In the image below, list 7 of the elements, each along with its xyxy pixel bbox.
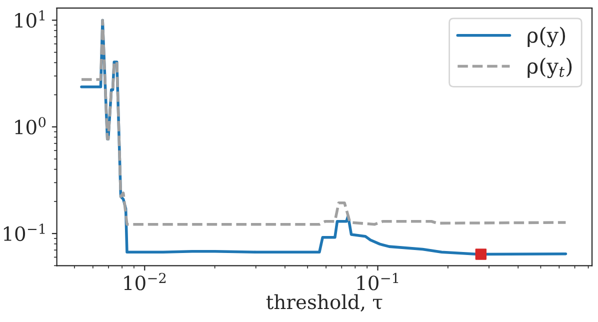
x-tick-label: 10$^{−2}$ xyxy=(124,272,166,290)
legend-label: ρ(y) xyxy=(528,26,566,48)
y-tick-label: 10$^{−1}$ xyxy=(4,224,45,242)
legend-label: ρ(y$_{t}$) xyxy=(528,58,572,78)
y-tick-label: 10$^{1}$ xyxy=(15,10,45,28)
y-tick-label: 10$^{0}$ xyxy=(15,116,46,134)
x-axis-title: threshold, τ xyxy=(266,294,382,312)
